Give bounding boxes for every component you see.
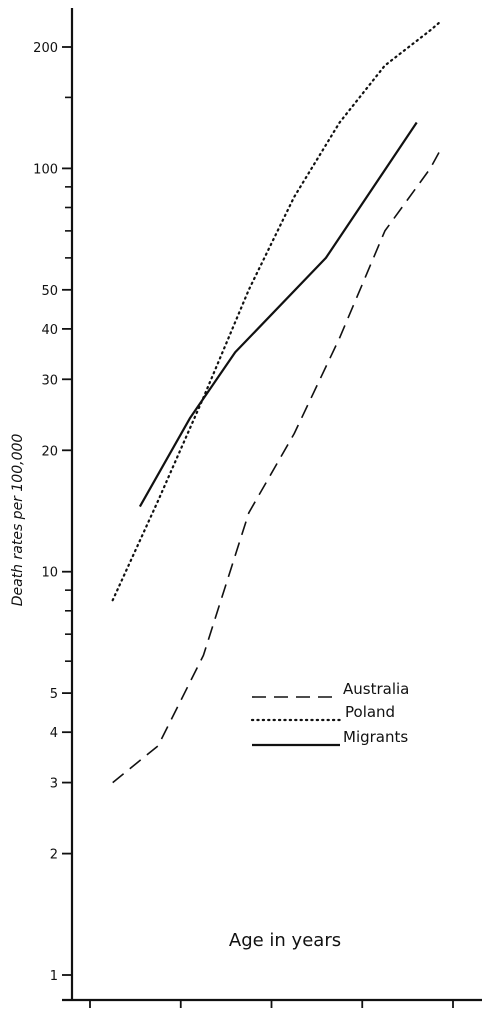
series-line-migrants — [138, 121, 418, 508]
series-lines — [111, 21, 441, 784]
y-tick-label: 4 — [50, 726, 58, 741]
y-tick-label: 2 — [50, 848, 58, 863]
legend: Australia Poland Migrants — [250, 680, 409, 747]
legend-label-migrants: Migrants — [343, 728, 408, 746]
series-line-poland — [111, 21, 441, 602]
y-tick-label: 50 — [41, 284, 58, 299]
y-tick-label: 3 — [50, 777, 58, 792]
x-axis-title: Age in years — [229, 930, 341, 951]
y-tick-label: 5 — [50, 687, 58, 702]
y-tick-label: 10 — [41, 566, 58, 581]
y-tick-label: 30 — [41, 373, 58, 388]
legend-label-australia: Australia — [343, 680, 409, 698]
y-tick-label: 40 — [41, 323, 58, 338]
y-tick-label: 200 — [33, 41, 58, 56]
legend-label-poland: Poland — [345, 703, 395, 721]
axes: 1234510203040501002004050607080 — [33, 8, 482, 1008]
y-tick-label: 20 — [41, 444, 58, 459]
y-tick-label: 1 — [50, 969, 58, 984]
y-axis-title: Death rates per 100,000 — [10, 434, 26, 607]
series-line-australia — [112, 151, 441, 784]
y-tick-label: 100 — [33, 162, 58, 177]
